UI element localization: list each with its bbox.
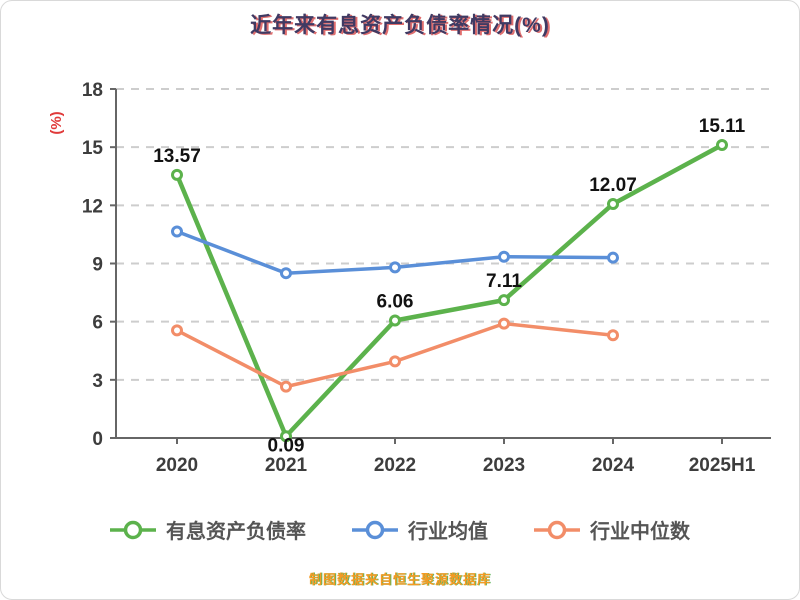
x-axis-tick-label: 2022: [374, 455, 416, 476]
y-axis-tick-label: 12: [82, 196, 103, 217]
data-point: [607, 329, 619, 342]
legend-label: 行业均值: [408, 521, 488, 543]
data-point: [280, 430, 292, 443]
data-point: [280, 267, 292, 280]
series-line-0: [174, 142, 725, 439]
chart-legend: 有息资产负债率 行业均值 行业中位数: [1, 515, 799, 544]
y-axis-unit-label: (%): [48, 111, 65, 134]
chart-title: 近年来有息资产负债率情况(%): [250, 14, 550, 37]
legend-item-0: 有息资产负债率: [110, 515, 306, 544]
y-axis-tick-label: 0: [92, 429, 103, 450]
y-axis-tick-label: 6: [92, 313, 103, 334]
data-label: 13.57: [153, 146, 201, 167]
data-point: [498, 317, 510, 330]
legend-marker-icon: [110, 520, 156, 539]
data-point: [171, 168, 183, 181]
legend-item-2: 行业中位数: [534, 515, 690, 544]
x-axis-tick-label: 2024: [592, 455, 635, 476]
x-axis-tick-label: 2023: [483, 455, 525, 476]
data-point: [389, 314, 401, 327]
chart-footer-source: 制图数据来自恒生聚源数据库: [308, 572, 491, 587]
y-axis-tick-label: 15: [82, 138, 104, 159]
data-point: [607, 251, 619, 264]
data-label: 0.09: [268, 435, 305, 456]
data-point: [389, 261, 401, 274]
data-point: [607, 197, 619, 210]
x-axis-tick-label: 2021: [265, 455, 308, 476]
y-axis-tick-label: 18: [82, 80, 103, 101]
data-point: [389, 355, 401, 368]
legend-marker-icon: [534, 520, 580, 539]
data-label: 12.07: [589, 175, 637, 196]
x-axis-tick-label: 2020: [156, 455, 198, 476]
legend-item-1: 行业均值: [352, 515, 488, 544]
data-point: [280, 380, 292, 393]
data-point: [716, 139, 728, 152]
data-label: 7.11: [486, 271, 522, 292]
data-label: 15.11: [699, 116, 746, 137]
data-point: [171, 324, 183, 337]
legend-marker-icon: [352, 520, 398, 539]
y-axis-tick-label: 3: [92, 371, 103, 392]
data-point: [498, 250, 510, 263]
chart-canvas: 0 3 6 9 12 15 18 2020 2021 2022 2023 2024 2025H1 (%) 1…: [48, 80, 771, 476]
data-label: 6.06: [377, 292, 414, 313]
legend-label: 行业中位数: [590, 521, 690, 543]
data-point: [171, 225, 183, 238]
y-axis-tick-label: 9: [92, 255, 103, 276]
x-axis-tick-label: 2025H1: [689, 455, 756, 476]
legend-label: 有息资产负债率: [166, 521, 306, 543]
data-point: [498, 294, 510, 307]
